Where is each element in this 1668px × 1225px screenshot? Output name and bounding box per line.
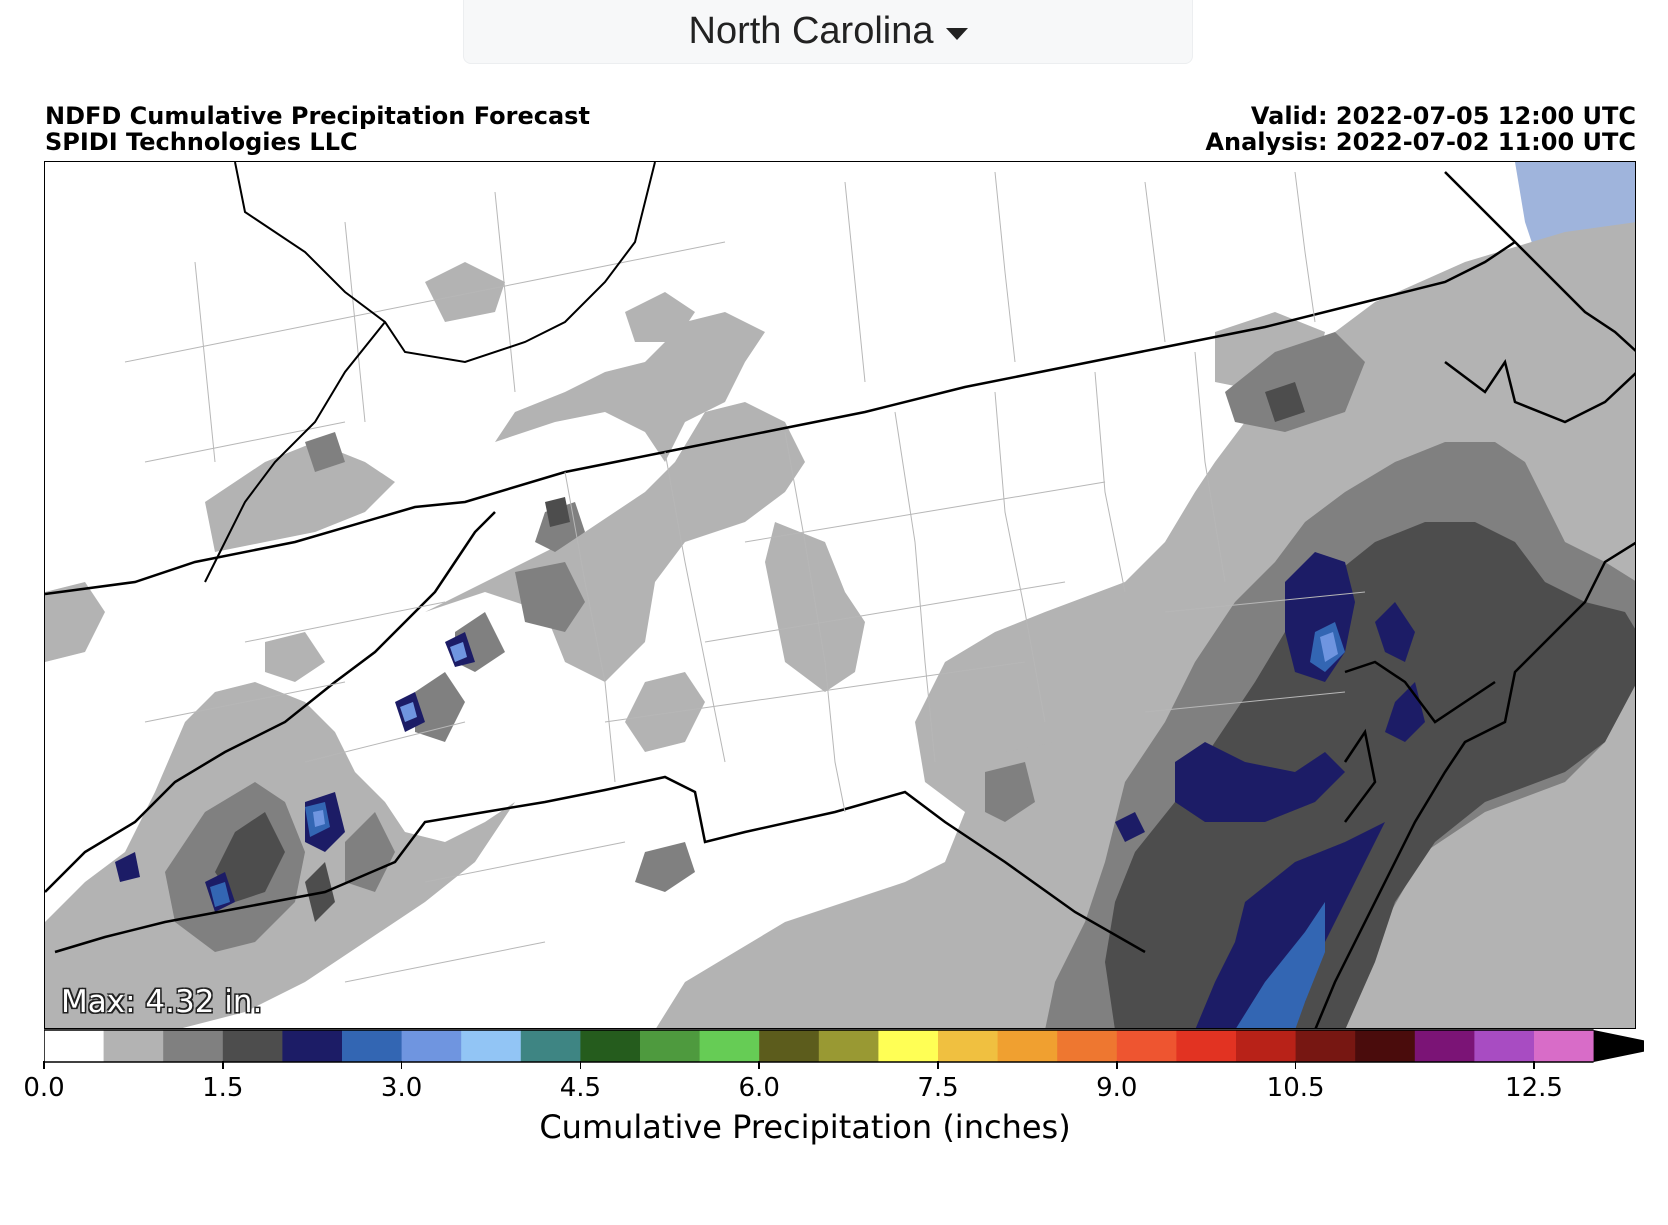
state-select-dropdown[interactable]: North Carolina (463, 0, 1193, 64)
colorbar-tick-label: 0.0 (23, 1073, 65, 1103)
colorbar-segment (401, 1030, 462, 1062)
colorbar-tick-mark (43, 1061, 45, 1069)
colorbar-segment (1057, 1030, 1118, 1062)
colorbar-segment (222, 1030, 283, 1062)
colorbar-segment (103, 1030, 164, 1062)
precip-3.0-3.5 (313, 632, 1338, 827)
map-title: NDFD Cumulative Precipitation Forecast (45, 102, 590, 130)
colorbar-segment (1236, 1030, 1297, 1062)
colorbar-segment (997, 1030, 1058, 1062)
state-border-lines-west (204, 321, 386, 583)
colorbar-tick-mark (400, 1061, 403, 1069)
state-select-label: North Carolina (688, 10, 934, 52)
colorbar-extend-arrow (1593, 1030, 1644, 1062)
map-header-right: Valid: 2022-07-05 12:00 UTC Analysis: 20… (1205, 103, 1636, 155)
colorbar-label: Cumulative Precipitation (inches) (539, 1108, 1071, 1146)
colorbar-segment (1414, 1030, 1475, 1062)
colorbar-segment (818, 1030, 879, 1062)
colorbar-tick-label: 6.0 (738, 1073, 780, 1103)
colorbar-segment (1116, 1030, 1177, 1062)
colorbar-segment (878, 1030, 939, 1062)
colorbar-segment (461, 1030, 522, 1062)
colorbar-segment (699, 1030, 760, 1062)
colorbar-segment (1295, 1030, 1356, 1062)
colorbar (44, 1029, 1644, 1063)
colorbar-tick-label: 12.5 (1505, 1073, 1563, 1103)
state-border-lines (45, 240, 1516, 954)
colorbar-tick-label: 9.0 (1096, 1073, 1138, 1103)
colorbar-segment (759, 1030, 820, 1062)
max-value-label: Max: 4.32 in. (61, 984, 263, 1020)
colorbar-segment (163, 1030, 224, 1062)
state-border-lines-north (234, 162, 656, 364)
colorbar-tick-mark (937, 1061, 939, 1069)
colorbar-tick-label: 3.0 (380, 1073, 423, 1103)
colorbar-tick-mark (222, 1061, 224, 1069)
colorbar-segment (342, 1030, 403, 1062)
colorbar-tick-mark (1533, 1061, 1535, 1069)
colorbar-tick-label: 1.5 (202, 1073, 244, 1103)
colorbar-tick-label: 7.5 (917, 1073, 959, 1103)
colorbar-segment (1355, 1030, 1416, 1062)
precip-map-canvas (45, 162, 1635, 1028)
map-organization: SPIDI Technologies LLC (45, 128, 358, 156)
colorbar-border (44, 1029, 1594, 1063)
colorbar-segment (1534, 1030, 1595, 1062)
colorbar-segment (938, 1030, 999, 1062)
colorbar-tick-label: 10.5 (1266, 1073, 1325, 1103)
coastline (1314, 171, 1635, 1028)
colorbar-segment (520, 1030, 581, 1062)
precip-map: Max: 4.32 in. (44, 161, 1636, 1029)
analysis-time: Analysis: 2022-07-02 11:00 UTC (1205, 128, 1636, 156)
map-header-left: NDFD Cumulative Precipitation Forecast S… (45, 103, 590, 155)
colorbar-tick-mark (1116, 1061, 1118, 1069)
colorbar-tick-mark (579, 1061, 582, 1069)
colorbar-tick-label: 4.5 (559, 1073, 602, 1103)
colorbar-segment (580, 1030, 641, 1062)
colorbar-segment (640, 1030, 701, 1062)
colorbar-segment (282, 1030, 343, 1062)
colorbar-segment (1474, 1030, 1535, 1062)
valid-time: Valid: 2022-07-05 12:00 UTC (1250, 102, 1636, 130)
colorbar-tick-mark (758, 1061, 760, 1069)
precip-2.0-2.5 (115, 552, 1425, 1028)
colorbar-segment (1176, 1030, 1237, 1062)
county-border-lines (124, 171, 1366, 983)
colorbar-segment (44, 1030, 105, 1062)
caret-down-icon (945, 27, 968, 40)
colorbar-tick-mark (1294, 1061, 1297, 1069)
